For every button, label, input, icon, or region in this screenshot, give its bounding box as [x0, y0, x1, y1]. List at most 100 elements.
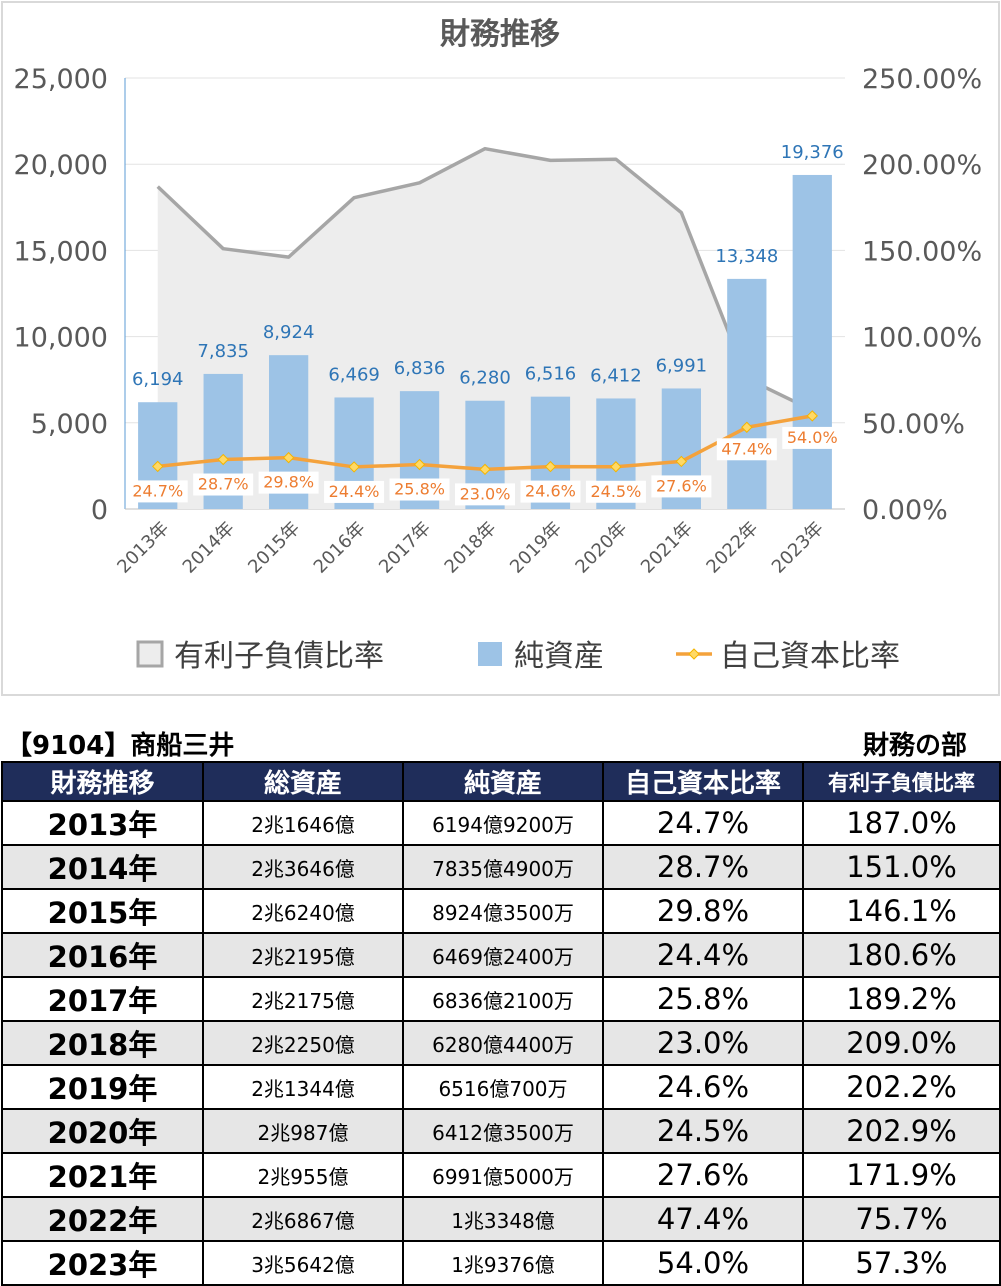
bar-value-label: 6,194	[132, 369, 184, 390]
x-tick-label: 2013年	[113, 518, 173, 578]
cell-total-assets: 2兆1646億	[202, 800, 404, 846]
chart-title: 財務推移	[440, 17, 560, 52]
cell-net-assets: 1兆3348億	[402, 1196, 604, 1242]
y-right-tick-label: 0.00%	[862, 495, 948, 526]
x-tick-label: 2018年	[441, 518, 501, 578]
legend-marker-equity-ratio	[688, 648, 700, 660]
cell-total-assets: 2兆6867億	[202, 1196, 404, 1242]
bar-value-label: 6,991	[656, 355, 708, 376]
y-left-tick-label: 10,000	[14, 323, 108, 354]
x-tick-label: 2016年	[310, 518, 370, 578]
table-row: 2014年 2兆3646億 7835億4900万 28.7% 151.0%	[1, 844, 1001, 890]
cell-equity-ratio: 47.4%	[602, 1196, 804, 1242]
y-left-tick-label: 5,000	[31, 409, 108, 440]
net-assets-bar	[792, 174, 832, 509]
line-label-bg	[127, 480, 188, 503]
col-header-period: 財務推移	[1, 761, 204, 802]
line-value-label: 28.7%	[198, 475, 249, 494]
legend-label-debt-ratio: 有利子負債比率	[174, 639, 384, 674]
table-row: 2023年 3兆5642億 1兆9376億 54.0% 57.3%	[1, 1240, 1001, 1286]
line-value-label: 25.8%	[394, 480, 445, 499]
y-left-tick-label: 25,000	[14, 64, 108, 95]
cell-total-assets: 2兆2195億	[202, 932, 404, 978]
cell-debt-ratio: 146.1%	[802, 888, 1001, 934]
cell-net-assets: 6516億700万	[402, 1064, 604, 1110]
cell-year: 2016年	[1, 932, 204, 978]
cell-total-assets: 2兆1344億	[202, 1064, 404, 1110]
bar-value-label: 6,516	[525, 364, 577, 385]
y-right-tick-label: 50.00%	[862, 409, 965, 440]
cell-total-assets: 2兆2175億	[202, 976, 404, 1022]
line-value-label: 54.0%	[787, 428, 838, 447]
debt-ratio-area	[157, 148, 813, 509]
line-label-bg	[193, 473, 254, 496]
x-tick-label: 2021年	[637, 518, 697, 578]
col-header-total-assets: 総資産	[202, 761, 404, 802]
cell-debt-ratio: 189.2%	[802, 976, 1001, 1022]
equity-ratio-marker	[348, 461, 360, 473]
line-label-bg	[389, 478, 450, 501]
line-value-label: 24.5%	[590, 482, 641, 501]
cell-net-assets: 6412億3500万	[402, 1108, 604, 1154]
cell-total-assets: 2兆6240億	[202, 888, 404, 934]
cell-debt-ratio: 202.2%	[802, 1064, 1001, 1110]
equity-ratio-marker	[479, 463, 491, 476]
cell-debt-ratio: 202.9%	[802, 1108, 1001, 1154]
x-tick-label: 2015年	[244, 518, 304, 578]
equity-ratio-marker	[282, 451, 295, 464]
line-label-bg	[324, 480, 385, 503]
table-row: 2019年 2兆1344億 6516億700万 24.6% 202.2%	[1, 1064, 1001, 1110]
line-value-label: 27.6%	[656, 476, 707, 495]
line-value-label: 24.7%	[132, 481, 183, 500]
line-value-label: 24.4%	[329, 482, 380, 501]
y-right-tick-label: 200.00%	[862, 150, 982, 181]
col-header-net-assets: 純資産	[402, 761, 604, 802]
equity-ratio-marker	[413, 458, 426, 471]
x-tick-label: 2023年	[768, 518, 828, 578]
line-value-label: 24.6%	[525, 482, 576, 501]
cell-debt-ratio: 57.3%	[802, 1240, 1001, 1286]
debt-ratio-outline	[156, 146, 814, 412]
cell-equity-ratio: 24.7%	[602, 800, 804, 846]
cell-equity-ratio: 28.7%	[602, 844, 804, 890]
cell-year: 2021年	[1, 1152, 204, 1198]
bar-value-label: 6,280	[459, 368, 511, 389]
cell-net-assets: 6991億5000万	[402, 1152, 604, 1198]
cell-year: 2017年	[1, 976, 204, 1022]
legend-label-net-assets: 純資産	[514, 639, 604, 674]
line-label-bg	[258, 471, 319, 494]
equity-ratio-marker	[152, 460, 164, 473]
bar-value-label: 7,835	[197, 341, 249, 362]
x-tick-label: 2014年	[179, 518, 239, 578]
legend-label-equity-ratio: 自己資本比率	[720, 639, 900, 674]
cell-equity-ratio: 27.6%	[602, 1152, 804, 1198]
table-header-row: 財務推移 総資産 純資産 自己資本比率 有利子負債比率	[1, 761, 1001, 802]
cell-year: 2013年	[1, 800, 204, 846]
cell-equity-ratio: 23.0%	[602, 1020, 804, 1066]
bar-value-label: 19,376	[781, 142, 844, 163]
cell-year: 2018年	[1, 1020, 204, 1066]
cell-year: 2020年	[1, 1108, 204, 1154]
x-tick-label: 2022年	[702, 518, 762, 578]
legend-swatch-debt-ratio	[136, 640, 164, 668]
line-value-label: 29.8%	[263, 473, 314, 492]
bar-value-label: 6,412	[590, 365, 642, 386]
equity-ratio-marker	[806, 410, 818, 422]
table-row: 2018年 2兆2250億 6280億4400万 23.0% 209.0%	[1, 1020, 1001, 1066]
chart-panel: 財務推移 25,000 250.00% 20,000 200.00% 15,000 150.…	[1, 1, 1000, 696]
section-title: 財務の部	[862, 731, 967, 761]
equity-ratio-marker	[741, 421, 753, 433]
col-header-equity-ratio: 自己資本比率	[602, 761, 804, 802]
cell-equity-ratio: 24.6%	[602, 1064, 804, 1110]
company-title: 【9104】商船三井	[6, 731, 235, 761]
cell-equity-ratio: 24.4%	[602, 932, 804, 978]
cell-debt-ratio: 209.0%	[802, 1020, 1001, 1066]
line-label-bg	[782, 426, 843, 449]
cell-net-assets: 6836億2100万	[402, 976, 604, 1022]
cell-debt-ratio: 75.7%	[802, 1196, 1001, 1242]
cell-net-assets: 1兆9376億	[402, 1240, 604, 1286]
y-right-tick-label: 250.00%	[862, 64, 982, 95]
line-label-bg	[651, 475, 712, 498]
y-left-tick-label: 15,000	[14, 236, 108, 267]
cell-total-assets: 2兆3646億	[202, 844, 404, 890]
